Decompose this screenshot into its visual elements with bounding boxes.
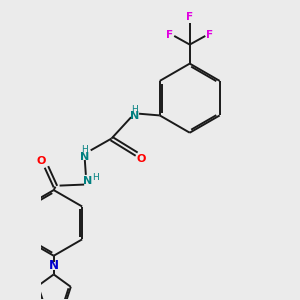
Text: N: N xyxy=(83,176,92,186)
Text: F: F xyxy=(206,30,213,40)
Text: H: H xyxy=(131,105,138,114)
Text: H: H xyxy=(92,173,99,182)
Text: F: F xyxy=(186,12,193,22)
Text: N: N xyxy=(80,152,89,162)
Text: O: O xyxy=(36,156,46,166)
Text: O: O xyxy=(136,154,146,164)
Text: H: H xyxy=(81,145,88,154)
Text: N: N xyxy=(49,259,59,272)
Text: N: N xyxy=(130,111,139,121)
Text: F: F xyxy=(167,30,174,40)
